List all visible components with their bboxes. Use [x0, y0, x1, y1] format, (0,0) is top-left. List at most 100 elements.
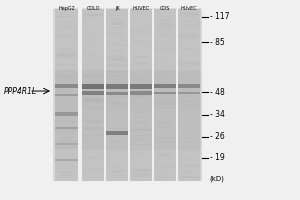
Bar	[84, 127, 102, 129]
Bar	[132, 79, 150, 81]
Bar	[158, 34, 172, 37]
Bar	[85, 37, 102, 38]
Bar	[56, 116, 77, 119]
Bar	[109, 126, 125, 127]
Bar	[109, 59, 125, 60]
Bar	[181, 48, 197, 50]
Bar	[158, 126, 172, 128]
Text: - 19: - 19	[210, 153, 224, 162]
Bar	[58, 89, 74, 91]
Bar	[159, 86, 171, 87]
Bar	[133, 175, 149, 177]
Bar	[178, 36, 200, 39]
Bar	[85, 86, 101, 87]
Bar	[86, 128, 101, 130]
Bar	[131, 83, 152, 84]
Bar	[182, 137, 196, 139]
Bar	[60, 34, 73, 35]
Bar	[82, 9, 104, 181]
Bar	[130, 91, 152, 95]
Bar	[110, 65, 124, 66]
Bar	[155, 122, 175, 124]
Bar	[157, 34, 172, 35]
Bar	[58, 175, 75, 176]
Bar	[57, 53, 76, 55]
Bar	[107, 63, 127, 64]
Text: HepG2: HepG2	[58, 6, 75, 11]
Bar	[135, 87, 147, 89]
Bar	[86, 57, 100, 60]
Bar	[87, 14, 100, 17]
Bar	[131, 45, 151, 47]
Bar	[109, 129, 126, 130]
Bar	[154, 156, 176, 157]
Bar	[134, 94, 148, 97]
Bar	[133, 78, 149, 81]
Bar	[111, 155, 123, 156]
Bar	[181, 18, 197, 20]
Bar	[106, 92, 128, 95]
Bar	[156, 129, 174, 130]
Bar	[131, 40, 151, 42]
Bar	[58, 112, 75, 115]
Bar	[58, 70, 75, 72]
Bar	[135, 63, 147, 65]
Text: - 85: - 85	[210, 38, 224, 47]
Bar	[132, 109, 150, 112]
Bar	[85, 142, 101, 143]
Bar	[85, 100, 101, 103]
Bar	[107, 64, 128, 67]
Bar	[58, 110, 75, 113]
Bar	[130, 9, 152, 181]
Bar	[59, 26, 73, 27]
Bar	[131, 94, 151, 96]
Bar	[178, 61, 200, 62]
Bar	[157, 82, 173, 84]
Bar	[83, 127, 103, 129]
Bar	[159, 20, 171, 22]
Text: HUvEC: HUvEC	[181, 6, 197, 11]
Bar	[182, 129, 196, 130]
Bar	[86, 68, 100, 70]
Bar	[86, 65, 100, 66]
Bar	[111, 91, 123, 92]
Bar	[154, 92, 176, 94]
Bar	[83, 98, 103, 100]
Bar	[135, 121, 148, 124]
Bar	[106, 94, 128, 95]
Bar	[181, 36, 197, 38]
Bar	[57, 16, 76, 17]
Bar	[83, 116, 103, 119]
Bar	[158, 121, 172, 123]
Bar	[181, 171, 196, 173]
Bar	[61, 174, 72, 176]
Bar	[157, 175, 172, 178]
Bar	[56, 36, 77, 37]
Bar	[82, 14, 104, 15]
Bar	[107, 75, 128, 78]
Bar	[108, 27, 127, 28]
Bar	[85, 157, 102, 159]
Bar	[157, 92, 172, 93]
Bar	[60, 142, 73, 144]
Bar	[180, 164, 198, 167]
Bar	[106, 9, 128, 181]
Bar	[111, 50, 123, 52]
Bar	[130, 144, 152, 145]
Bar	[109, 32, 125, 35]
Bar	[86, 99, 101, 101]
Bar	[61, 139, 72, 141]
Bar	[55, 84, 78, 88]
Bar	[84, 168, 103, 170]
Bar	[83, 75, 103, 78]
Bar	[152, 9, 154, 181]
Bar	[155, 24, 175, 25]
Bar	[135, 152, 147, 154]
Bar	[180, 12, 198, 15]
Bar	[134, 41, 148, 42]
Bar	[131, 138, 151, 139]
Bar	[132, 103, 150, 104]
Bar	[111, 170, 124, 173]
Bar	[61, 85, 72, 87]
Bar	[178, 84, 200, 88]
